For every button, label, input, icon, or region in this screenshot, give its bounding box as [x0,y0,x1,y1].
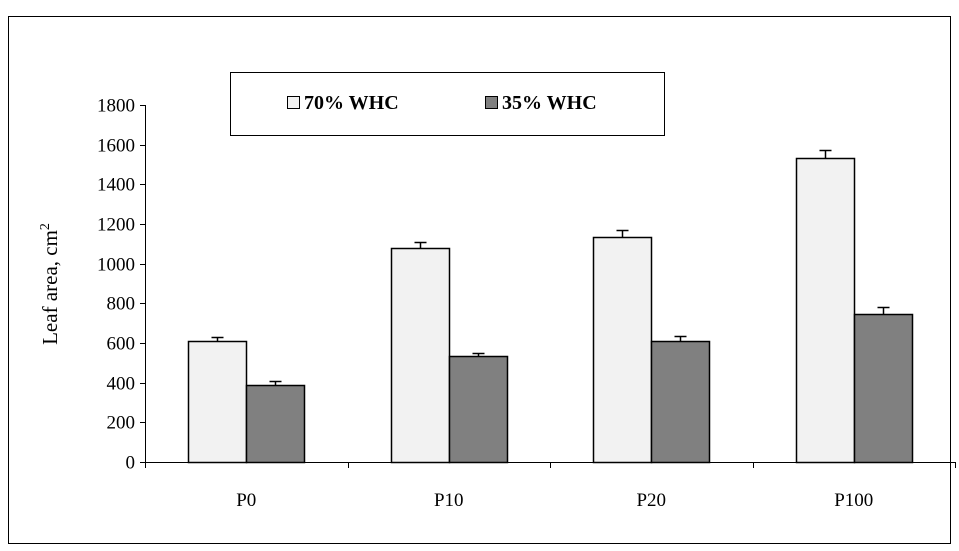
plot-area: 0 200 400 600 800 1000 1200 1400 1600 1800 P0 P10 P… [97,96,956,511]
y-tick-label: 600 [107,334,136,355]
y-tick-label: 1200 [97,215,135,236]
bar-70-whc-p20 [592,236,653,464]
x-category-label: P10 [434,490,464,511]
y-tick-label: 1400 [97,175,135,196]
bar-70-whc-p10 [390,247,451,464]
bar-35-whc-p0 [245,384,306,464]
bar-70-whc-p100 [795,157,856,464]
legend-label-70-whc: 70% WHC [304,92,399,114]
bars [187,157,914,464]
y-axis-title-text: Leaf area, cm [38,230,62,345]
y-tick-label: 1800 [97,96,135,117]
legend-label-35-whc: 35% WHC [502,92,597,114]
y-tick-label: 1600 [97,136,135,157]
legend-swatch-35-whc [485,96,498,109]
legend: 70% WHC 35% WHC [230,72,665,136]
legend-swatch-70-whc [287,96,300,109]
y-axis-title-superscript: 2 [38,223,53,230]
y-axis: 0 200 400 600 800 1000 1200 1400 1600 1800 [97,96,146,474]
y-tick-label: 1000 [97,255,135,276]
y-axis-title: Leaf area, cm2 [38,223,62,345]
error-bars [211,149,890,386]
bar-35-whc-p10 [448,355,509,464]
y-tick-label: 800 [107,294,136,315]
bar-35-whc-p100 [853,313,914,464]
y-tick-label: 400 [107,374,136,395]
x-category-label: P20 [636,490,666,511]
legend-box [230,72,665,136]
x-category-label: P100 [834,490,873,511]
y-tick-label: 0 [126,453,136,474]
y-tick-label: 200 [107,413,136,434]
bar-70-whc-p0 [187,340,248,464]
bar-35-whc-p20 [650,340,711,464]
x-category-label: P0 [236,490,256,511]
